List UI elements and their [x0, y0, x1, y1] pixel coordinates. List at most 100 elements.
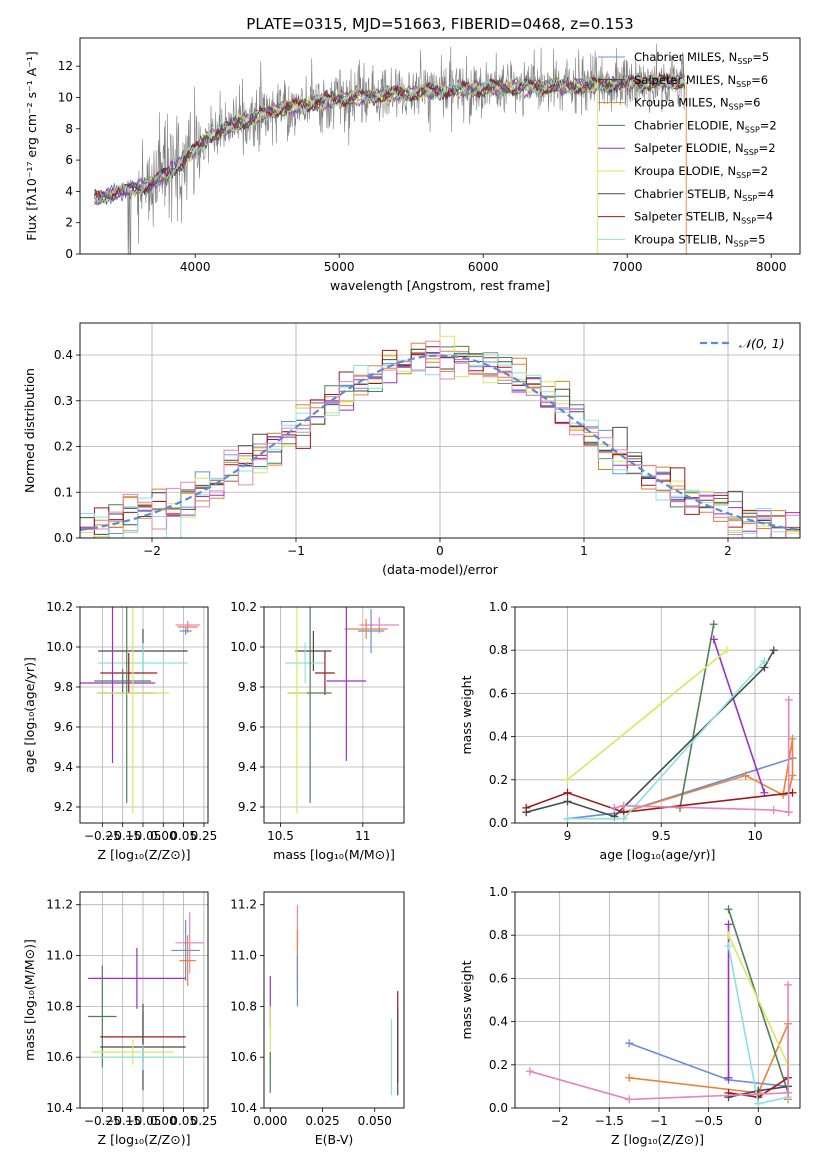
- axes-frame: [79, 891, 209, 1109]
- weight-line: [529, 984, 789, 1101]
- y-tick-label: 10.4: [46, 1101, 73, 1115]
- mass_vs_ebv-plot-area: [269, 904, 399, 1096]
- y-tick-label: 9.8: [238, 680, 257, 694]
- x-tick-label: 8000: [756, 260, 787, 274]
- weight-marker: [784, 980, 793, 989]
- weight-marker: [784, 695, 793, 704]
- x-tick-label: −0.15: [104, 1114, 141, 1128]
- error-bar-point: [88, 947, 186, 1009]
- model-spectrum-line: [94, 73, 685, 204]
- error-bar-point: [88, 965, 117, 1068]
- y-tick-label: 0.4: [489, 730, 508, 744]
- x-tick-label: 0.05: [170, 829, 197, 843]
- axes-frame: [79, 606, 209, 824]
- weight-marker: [788, 734, 797, 743]
- x-tick-label: −1: [287, 544, 305, 558]
- axes-frame: [263, 891, 405, 1109]
- model-spectrum-line: [94, 72, 685, 202]
- y-axis-label: mass [log₁₀(M/M⊙)]: [22, 939, 37, 1061]
- weight_vs_Z-panel: −2 −1.5 −1 −0.5 0 0.0 0.2 0.4 0.6 0.8 1.0 Z [log₁₀(…: [459, 885, 801, 1147]
- weight-marker: [760, 657, 769, 665]
- weight-marker: [563, 788, 572, 797]
- axes-frame: [79, 322, 801, 539]
- age_vs_mass-panel: 10.5 11 9.2 9.4 9.6 9.8 10.0 10.2 mass [log₁₀(M/…: [230, 600, 405, 862]
- error-bar-point: [96, 607, 170, 813]
- weight-marker: [724, 905, 733, 914]
- weight_vs_age-plot-area: [522, 620, 797, 823]
- weight-marker: [563, 775, 572, 784]
- spectrum-legend: Chabrier MILES, NSSP=5 Salpeter MILES, NS…: [598, 50, 777, 248]
- y-tick-label: 9.8: [54, 680, 73, 694]
- weight-marker: [563, 814, 572, 823]
- x-tick-label: −0.15: [104, 829, 141, 843]
- residual-histogram: [80, 340, 800, 538]
- y-tick-label: 6: [65, 153, 73, 167]
- x-tick-label: 0.050: [358, 1114, 392, 1128]
- weight_vs_Z-plot-area: [525, 905, 793, 1108]
- x-tick-label: 10: [747, 829, 762, 843]
- x-tick-label: −0.5: [694, 1114, 723, 1128]
- weight-marker: [769, 646, 778, 655]
- x-tick-label: 0.25: [191, 1114, 218, 1128]
- weight-line: [712, 639, 766, 794]
- x-tick-label: −2: [143, 544, 161, 558]
- y-tick-label: 0.1: [54, 485, 73, 499]
- error-bar-point: [179, 627, 192, 635]
- weight-series: [563, 646, 731, 784]
- y-tick-label: 9.2: [54, 800, 73, 814]
- weight-line: [525, 649, 775, 818]
- legend-entry: Kroupa MILES, NSSP=6: [634, 96, 760, 112]
- weight-marker: [741, 771, 750, 780]
- error-bar-point: [357, 609, 385, 653]
- x-tick-label: −0.25: [84, 1114, 121, 1128]
- y-tick-label: 9.4: [54, 760, 73, 774]
- y-tick-label: 10.0: [230, 640, 257, 654]
- weight-marker: [625, 1095, 634, 1104]
- error-bar-point: [344, 619, 388, 639]
- x-axis-label: Z [log₁₀(Z/Z⊙)]: [98, 1132, 191, 1147]
- error-bar-point: [179, 935, 196, 987]
- x-axis-label: (data-model)/error: [382, 562, 499, 577]
- x-axis-label: wavelength [Angstrom, rest frame]: [330, 278, 550, 293]
- error-bar-point: [98, 643, 188, 683]
- y-tick-label: 9.6: [238, 720, 257, 734]
- y-tick-label: 10.4: [230, 1101, 257, 1115]
- residual-legend: 𝒩(0, 1): [700, 336, 785, 351]
- weight-line: [679, 624, 715, 809]
- y-tick-label: 0.4: [54, 348, 73, 362]
- y-tick-label: 0.2: [489, 773, 508, 787]
- y-tick-label: 0.2: [54, 440, 73, 454]
- y-tick-label: 0.2: [489, 1058, 508, 1072]
- weight-marker: [619, 801, 628, 810]
- weight-marker: [625, 1073, 634, 1082]
- axes-frame: [79, 37, 801, 255]
- spectrum-panel: 4000 5000 6000 7000 8000 0 2 4 6 8 10 12 wavelength …: [24, 37, 801, 293]
- x-tick-label: 0.25: [191, 829, 218, 843]
- error-bar-point: [175, 621, 200, 629]
- age_vs_Z-panel: −0.25−0.15−0.050.000.050.25 9.2 9.4 9.6 9.8 1…: [22, 600, 218, 862]
- y-tick-label: 10.2: [46, 600, 73, 614]
- weight-marker: [563, 797, 572, 806]
- axes-frame: [514, 606, 801, 824]
- weight-marker: [788, 771, 797, 780]
- y-tick-label: 0.4: [489, 1015, 508, 1029]
- y-tick-label: 0.0: [54, 531, 73, 545]
- weight-series: [724, 942, 793, 1108]
- weight-marker: [625, 1039, 634, 1048]
- x-axis-label: Z [log₁₀(Z/Z⊙)]: [611, 1132, 704, 1147]
- error-bar-point: [80, 607, 156, 763]
- y-tick-label: 9.6: [54, 720, 73, 734]
- weight-marker: [709, 635, 718, 644]
- x-tick-label: −1: [650, 1114, 668, 1128]
- y-tick-label: 10.2: [230, 600, 257, 614]
- age_vs_mass-plot-area: [285, 607, 400, 813]
- mass_vs_Z-panel: −0.25−0.15−0.050.000.050.25 10.4 10.6 10.8 1…: [22, 891, 218, 1147]
- x-tick-label: 9: [564, 829, 572, 843]
- weight-marker: [724, 942, 733, 950]
- error-bar-point: [171, 919, 200, 981]
- x-tick-label: 6000: [468, 260, 499, 274]
- legend-entry: Chabrier ELODIE, NSSP=2: [634, 118, 777, 134]
- weight-marker: [724, 1073, 733, 1082]
- y-axis-label: mass weight: [459, 675, 474, 754]
